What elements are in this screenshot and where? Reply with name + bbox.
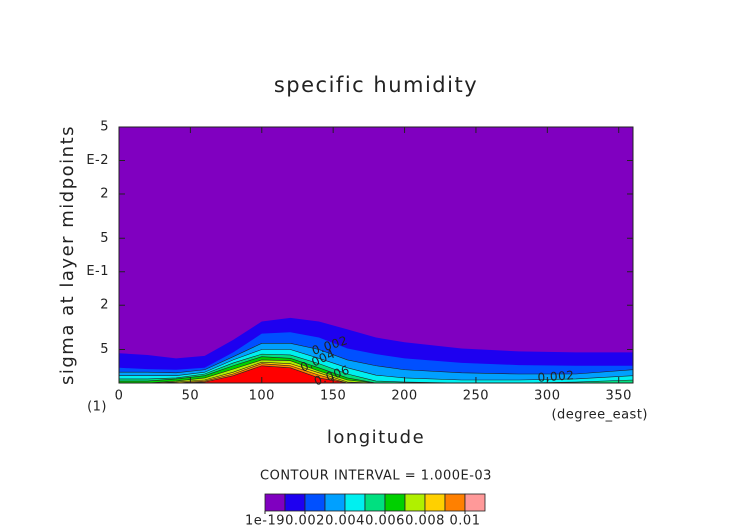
colorbar-box	[464, 493, 486, 512]
y-tick-label: 2	[100, 186, 109, 201]
colorbar-label: 0.006	[365, 514, 405, 529]
colorbar-box	[404, 493, 426, 512]
colorbar-box	[444, 493, 466, 512]
colorbar-label: 0.002	[285, 514, 325, 529]
plot-frame	[118, 126, 634, 384]
x-tick-label: 0	[115, 389, 124, 404]
colorbar-label: 0.008	[405, 514, 445, 529]
y-tick-label: (1)	[87, 400, 107, 415]
x-axis-unit: (degree_east)	[551, 408, 648, 423]
x-axis-label: longitude	[327, 427, 425, 448]
colorbar-label: 0.01	[450, 514, 481, 529]
x-tick-label: 100	[249, 389, 275, 404]
x-tick-label: 50	[182, 389, 200, 404]
x-tick-label: 250	[463, 389, 489, 404]
x-tick-label: 300	[534, 389, 560, 404]
contour-label: 0.002	[537, 368, 575, 385]
x-tick-label: 200	[391, 389, 417, 404]
x-tick-label: 350	[606, 389, 632, 404]
y-axis-label: sigma at layer midpoints	[57, 125, 78, 385]
contour-interval: CONTOUR INTERVAL = 1.000E-03	[260, 469, 492, 484]
colorbar-label: 0.004	[325, 514, 365, 529]
colorbar-box	[364, 493, 386, 512]
colorbar-box	[424, 493, 446, 512]
colorbar-box	[324, 493, 346, 512]
colorbar-label: 1e-19	[245, 514, 285, 529]
colorbar-box	[264, 493, 286, 512]
y-tick-label: E-2	[86, 153, 109, 168]
y-tick-label: 5	[100, 231, 109, 246]
colorbar-box	[384, 493, 406, 512]
y-tick-label: 5	[100, 342, 109, 357]
x-tick-label: 150	[320, 389, 346, 404]
colorbar-box	[284, 493, 306, 512]
chart-title: specific humidity	[274, 73, 478, 97]
y-tick-label: E-1	[86, 264, 109, 279]
colorbar-box	[344, 493, 366, 512]
y-tick-label: 2	[100, 298, 109, 313]
colorbar-box	[304, 493, 326, 512]
y-tick-label: 5	[100, 120, 109, 135]
